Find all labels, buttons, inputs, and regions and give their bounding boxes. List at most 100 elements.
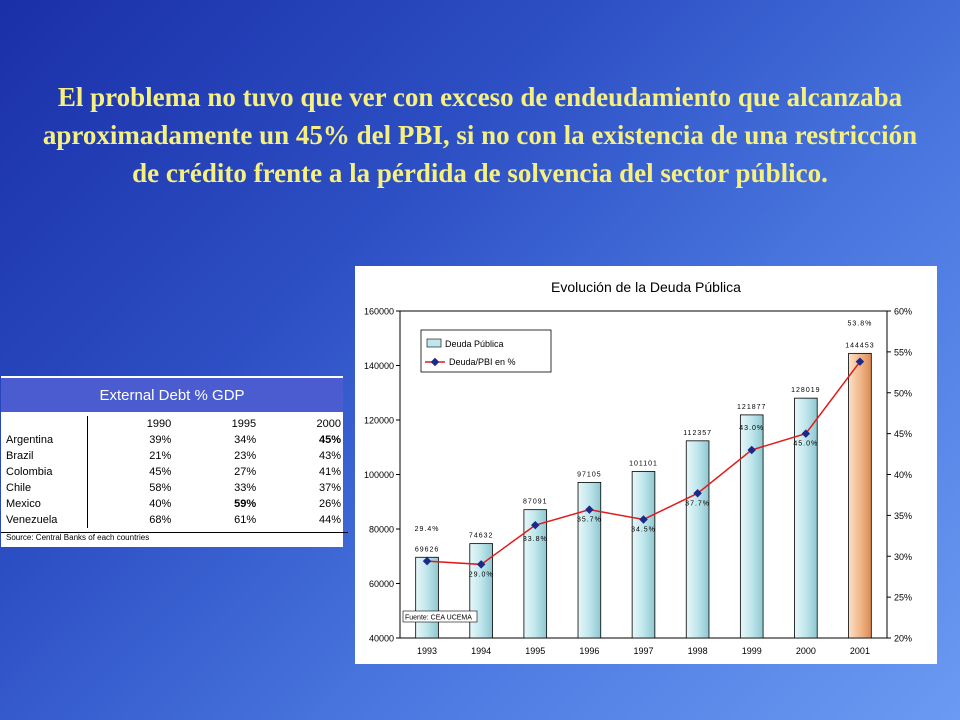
country-cell: Argentina [1, 432, 89, 448]
table-source-note: Source: Central Banks of each countries [1, 532, 348, 542]
debt-value-cell: 58% [149, 482, 172, 494]
left-axis-tick-label: 140000 [364, 361, 394, 371]
x-axis-tick-label: 1994 [471, 646, 491, 656]
bar-value-label: 121877 [737, 404, 766, 411]
line-point-marker [585, 505, 594, 514]
left-axis-tick-label: 160000 [364, 307, 394, 317]
debt-value-cell: 33% [234, 482, 257, 494]
bar-deuda-publica [415, 556, 439, 639]
table-row: Venezuela 68% 61% 44% [1, 512, 343, 528]
country-cell: Colombia [1, 464, 89, 480]
bar-deuda-publica [577, 481, 602, 639]
public-debt-chart: Evolución de la Deuda Pública 40000 60000 8… [364, 279, 912, 656]
debt-value-cell: 21% [149, 450, 172, 462]
table-body: Argentina 39% 34% 45% Brazil 21% 23% 43% Colombi… [1, 432, 343, 528]
line-point-marker [855, 357, 865, 366]
debt-value-cell: 68% [149, 514, 172, 526]
legend-label-bar: Deuda Pública [445, 339, 504, 349]
x-axis-tick-label: 1998 [688, 646, 708, 656]
debt-value-cell: 45% [318, 434, 341, 446]
bar-deuda-publica [848, 352, 872, 639]
bar-value-label: 74632 [469, 533, 493, 540]
bar-deuda-publica [794, 397, 818, 639]
table-header-row: 1990 1995 2000 [1, 416, 343, 432]
x-axis-tick-label: 1993 [417, 646, 437, 656]
table-row: Chile 58% 33% 37% [1, 480, 343, 496]
debt-value-cell: 59% [234, 498, 257, 510]
right-axis-tick-label: 30% [894, 552, 912, 562]
line-value-label: 29.4% [415, 526, 440, 533]
right-axis-tick-label: 50% [894, 388, 912, 398]
bar-value-label: 87091 [523, 499, 547, 506]
debt-value-cell: 34% [234, 434, 257, 446]
x-axis-tick-label: 1996 [579, 646, 599, 656]
debt-value-cell: 41% [318, 466, 341, 478]
bar-value-label: 97105 [577, 471, 601, 478]
year-header: 1995 [231, 418, 257, 430]
debt-value-cell: 23% [234, 450, 257, 462]
country-cell: Venezuela [1, 512, 89, 528]
bar-value-label: 69626 [415, 546, 439, 553]
bar-value-label: 144453 [845, 342, 874, 349]
debt-value-cell: 40% [149, 498, 172, 510]
x-axis-tick-label: 2001 [850, 646, 870, 656]
bar-deuda-publica [523, 509, 548, 639]
line-value-label: 43.0% [739, 425, 764, 432]
country-cell: Chile [1, 480, 89, 496]
debt-value-cell: 61% [234, 514, 257, 526]
year-header: 1990 [146, 418, 172, 430]
x-axis-tick-label: 2000 [796, 646, 816, 656]
right-axis-tick-label: 40% [894, 470, 912, 480]
bar-value-label: 128019 [791, 387, 820, 394]
right-axis-tick-label: 45% [894, 429, 912, 439]
bar-value-label: 101101 [629, 460, 658, 467]
table-header: External Debt % GDP [1, 376, 343, 412]
right-axis-tick-label: 20% [894, 634, 912, 644]
table-row: Brazil 21% 23% 43% [1, 448, 343, 464]
line-value-label: 53.8% [848, 321, 873, 328]
bar-deuda-publica [631, 471, 656, 639]
x-axis-tick-label: 1995 [525, 646, 545, 656]
line-value-label: 37.7% [685, 500, 710, 507]
debt-value-cell: 44% [318, 514, 341, 526]
country-cell: Mexico [1, 496, 89, 512]
legend-box [420, 329, 552, 373]
country-cell: Brazil [1, 448, 89, 464]
source-note: Fuente: CEA UCEMA [405, 615, 472, 622]
x-axis-tick-label: 1999 [742, 646, 762, 656]
line-value-label: 29.0% [469, 571, 494, 578]
table-row: Colombia 45% 27% 41% [1, 464, 343, 480]
debt-value-cell: 43% [318, 450, 341, 462]
line-point-marker [747, 445, 756, 455]
x-axis-tick-label: 1997 [633, 646, 653, 656]
bar-deuda-publica [685, 440, 710, 639]
line-value-label: 33.8% [523, 536, 548, 543]
right-axis-tick-label: 55% [894, 347, 912, 357]
left-axis-tick-label: 40000 [369, 634, 394, 644]
left-axis-tick-label: 120000 [364, 416, 394, 426]
external-debt-table: 1990 1995 2000 Argentina 39% 34% 45% Brazil 2… [1, 416, 343, 528]
external-debt-table-panel: External Debt % GDP 1990 1995 2000 Argen… [1, 376, 348, 547]
table-row: Argentina 39% 34% 45% [1, 432, 343, 448]
right-axis-tick-label: 25% [894, 593, 912, 603]
line-point-marker [639, 515, 648, 524]
chart-panel: Evolución de la Deuda Pública 40000 60000 8… [355, 266, 937, 664]
debt-value-cell: 37% [318, 482, 341, 494]
source-note-box [402, 610, 478, 623]
left-axis-tick-label: 60000 [369, 579, 394, 589]
bar-deuda-publica [739, 414, 764, 639]
line-value-label: 45.0% [793, 441, 818, 448]
legend-swatch-bar [426, 338, 442, 348]
line-point-marker [422, 556, 432, 566]
debt-value-cell: 27% [234, 466, 257, 478]
left-axis-tick-label: 80000 [369, 525, 394, 535]
chart-title: Evolución de la Deuda Pública [551, 279, 741, 295]
year-header: 2000 [316, 418, 341, 430]
left-axis-tick-label: 100000 [364, 470, 394, 480]
line-value-label: 34.5% [631, 526, 656, 533]
table-row: Mexico 40% 59% 26% [1, 496, 343, 512]
right-axis-tick-label: 60% [894, 307, 912, 317]
debt-value-cell: 45% [149, 466, 172, 478]
right-axis-tick-label: 35% [894, 511, 912, 521]
debt-value-cell: 39% [149, 434, 172, 446]
